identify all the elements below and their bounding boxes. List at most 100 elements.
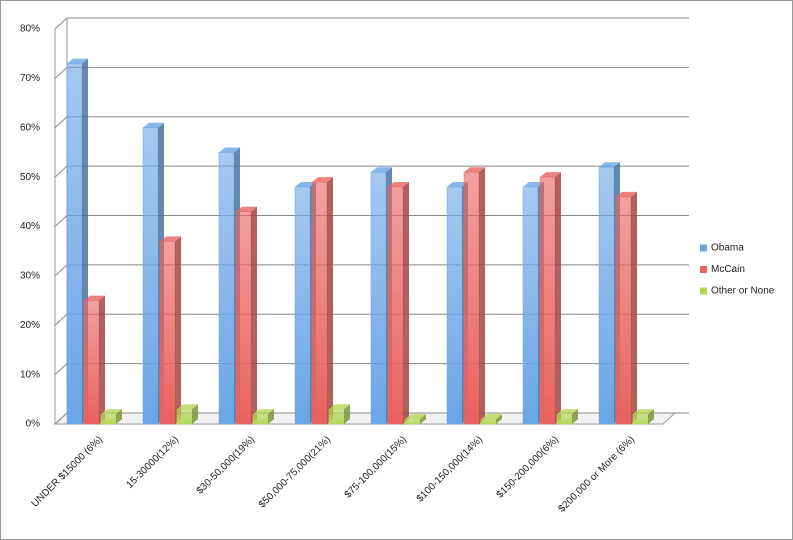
y-tick-label: 60% xyxy=(20,122,40,133)
y-tick-label: 80% xyxy=(20,24,40,35)
grid-line xyxy=(54,67,68,79)
y-tick-label: 10% xyxy=(20,369,40,380)
bar-front xyxy=(556,413,573,425)
bar-front xyxy=(311,181,328,425)
legend-swatch xyxy=(700,287,707,295)
bar-top xyxy=(599,162,620,168)
legend-label: Obama xyxy=(711,243,744,254)
bar-top xyxy=(101,409,122,415)
bar-front xyxy=(294,186,311,425)
bar-side xyxy=(420,414,426,424)
bar-top xyxy=(177,404,198,410)
bar-side xyxy=(99,295,105,424)
bar-top xyxy=(464,167,485,173)
bar-front xyxy=(235,211,252,425)
bar-top xyxy=(236,206,257,212)
bar xyxy=(539,172,561,425)
bar-top xyxy=(616,191,637,197)
legend-swatch xyxy=(700,244,707,252)
grid-line xyxy=(54,412,68,425)
bar-top xyxy=(388,182,409,187)
bar-front xyxy=(480,418,497,425)
bar-top xyxy=(219,147,240,153)
bar xyxy=(556,409,578,425)
grid-line xyxy=(54,17,68,30)
grid-line xyxy=(54,215,68,227)
bar-front xyxy=(83,300,100,425)
bar xyxy=(252,409,274,425)
bar-top xyxy=(295,182,316,187)
bar-top xyxy=(405,414,426,420)
bar xyxy=(100,409,122,425)
bar-top xyxy=(160,236,181,242)
bar xyxy=(328,404,350,425)
bar xyxy=(480,414,502,425)
y-tick-label: 70% xyxy=(20,73,40,84)
bar xyxy=(615,191,637,425)
bar xyxy=(311,177,333,425)
bar-side xyxy=(192,404,198,424)
y-tick-label: 0% xyxy=(26,419,41,430)
legend-swatch xyxy=(700,266,707,273)
bar-front xyxy=(218,152,235,425)
grid-line xyxy=(54,363,68,375)
bar-front xyxy=(159,241,176,425)
bar-top xyxy=(143,122,164,128)
bar-top xyxy=(84,295,105,301)
bar xyxy=(83,295,105,425)
bar-side xyxy=(251,206,257,424)
y-tick-label: 30% xyxy=(20,271,40,282)
bar-front xyxy=(522,186,539,425)
bar-top xyxy=(329,404,350,410)
bar-front xyxy=(176,408,193,425)
bar-front xyxy=(142,127,159,425)
bar xyxy=(463,167,485,425)
grid-line xyxy=(54,165,68,178)
bar xyxy=(159,236,181,425)
bar xyxy=(235,206,257,425)
bar-front xyxy=(252,413,269,425)
bar-front xyxy=(463,171,480,425)
bar xyxy=(387,182,409,425)
bar-front xyxy=(598,167,615,425)
grid-line xyxy=(54,264,68,277)
bar-side xyxy=(555,172,561,424)
y-tick-label: 50% xyxy=(20,172,40,183)
bar-front xyxy=(387,186,404,425)
bar-side xyxy=(403,182,409,424)
legend-label: Other or None xyxy=(711,286,775,297)
grid-line xyxy=(54,313,68,326)
legend-label: McCain xyxy=(711,264,745,275)
bar-top xyxy=(371,167,392,173)
bar-top xyxy=(67,58,88,64)
bar-top xyxy=(633,409,654,415)
bar-top xyxy=(481,414,502,420)
bar-top xyxy=(523,182,544,187)
bar-top xyxy=(557,409,578,415)
bar xyxy=(632,409,654,425)
bar-front xyxy=(404,418,421,425)
bar-side xyxy=(648,409,654,424)
bar-side xyxy=(116,409,122,424)
bar-front xyxy=(100,413,117,425)
bar-front xyxy=(66,63,83,425)
bar-side xyxy=(327,177,333,424)
bar-side xyxy=(175,236,181,424)
bar-front xyxy=(370,171,387,425)
bar-front xyxy=(632,413,649,425)
bar-front xyxy=(539,176,556,425)
y-tick-label: 20% xyxy=(20,320,40,331)
bar-side xyxy=(479,167,485,424)
grid-line xyxy=(54,116,68,129)
bar-top xyxy=(312,177,333,183)
y-tick-label: 40% xyxy=(20,221,40,232)
bar-top xyxy=(253,409,274,415)
bar-side xyxy=(631,191,637,424)
bar-side xyxy=(496,414,502,424)
bar-side xyxy=(344,404,350,424)
bar-side xyxy=(572,409,578,424)
bar-side xyxy=(268,409,274,424)
bar-top xyxy=(540,172,561,178)
